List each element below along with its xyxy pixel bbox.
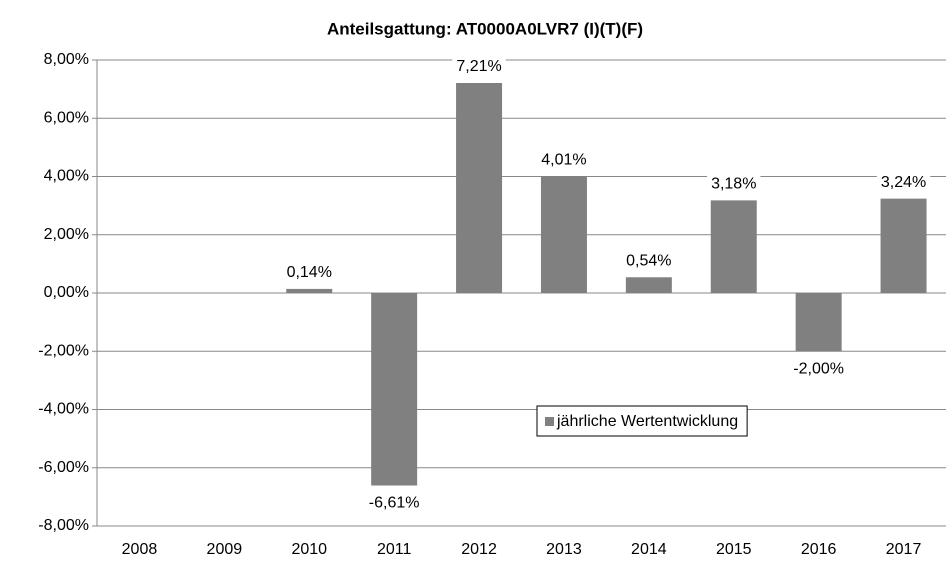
legend: jährliche Wertentwicklung — [536, 405, 748, 437]
bar — [371, 293, 418, 486]
x-tick-label: 2015 — [716, 541, 752, 558]
y-tick-label: 2,00% — [44, 226, 89, 243]
y-tick-label: 6,00% — [44, 109, 89, 126]
legend-marker — [545, 417, 554, 426]
x-tick-label: 2017 — [886, 541, 922, 558]
y-tick-label: -6,00% — [38, 459, 89, 476]
grid: -8,00% -6,00% -4,00% -2,00% 0,00% 2,00% 4,00% 6… — [38, 51, 946, 534]
x-tick-label: 2016 — [801, 541, 837, 558]
y-tick-label: -8,00% — [38, 517, 89, 534]
data-label: 4,01% — [541, 151, 586, 168]
data-label-bg — [789, 359, 849, 379]
y-tick-label: -2,00% — [38, 342, 89, 359]
data-label: 7,21% — [456, 58, 501, 75]
x-tick-label: 2014 — [631, 541, 667, 558]
data-label-bg — [622, 251, 676, 271]
bar — [710, 200, 757, 293]
x-tick-label: 2013 — [546, 541, 582, 558]
x-tick-label: 2012 — [461, 541, 497, 558]
y-tick-label: 0,00% — [44, 284, 89, 301]
y-tick-label: 8,00% — [44, 51, 89, 68]
labels: 0,14% -6,61% 7,21% 4,01% 0,54% 3,18% -2,00% 3,2… — [282, 57, 931, 513]
data-label: 0,14% — [287, 264, 332, 281]
bar — [880, 198, 927, 293]
data-label-bg — [364, 493, 424, 513]
bar — [795, 293, 842, 352]
bar — [540, 176, 587, 293]
x-tick-label: 2010 — [291, 541, 327, 558]
data-label-bg — [876, 172, 931, 192]
bar — [286, 288, 333, 293]
data-label: 3,18% — [711, 176, 756, 193]
x-tick-label: 2011 — [377, 541, 412, 558]
data-label: 3,24% — [881, 174, 926, 191]
data-label: 0,54% — [626, 252, 671, 269]
y-tick-label: -4,00% — [38, 401, 89, 418]
chart-title: Anteilsgattung: AT0000A0LVR7 (I)(T)(F) — [327, 19, 643, 38]
x-tick-label: 2008 — [122, 541, 158, 558]
y-tick-label: 4,00% — [44, 168, 89, 185]
legend-label: jährliche Wertentwicklung — [556, 413, 738, 430]
bar — [625, 277, 672, 293]
legend-box — [536, 405, 748, 437]
data-label-bg — [537, 150, 591, 170]
x-tick-label: 2009 — [207, 541, 243, 558]
data-label: -6,61% — [369, 495, 420, 512]
data-label-bg — [282, 263, 336, 283]
bar — [456, 83, 503, 293]
data-label-bg — [452, 57, 506, 77]
bars — [286, 83, 927, 486]
data-label-bg — [707, 174, 761, 194]
data-label: -2,00% — [793, 360, 844, 377]
